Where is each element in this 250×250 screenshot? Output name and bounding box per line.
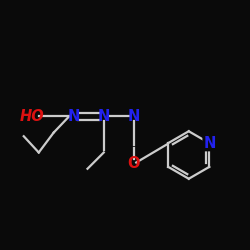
Text: N: N <box>203 136 216 150</box>
Text: N: N <box>98 109 110 124</box>
Text: HO: HO <box>20 109 45 124</box>
Text: O: O <box>128 156 140 171</box>
Text: N: N <box>128 109 140 124</box>
Text: N: N <box>68 109 80 124</box>
